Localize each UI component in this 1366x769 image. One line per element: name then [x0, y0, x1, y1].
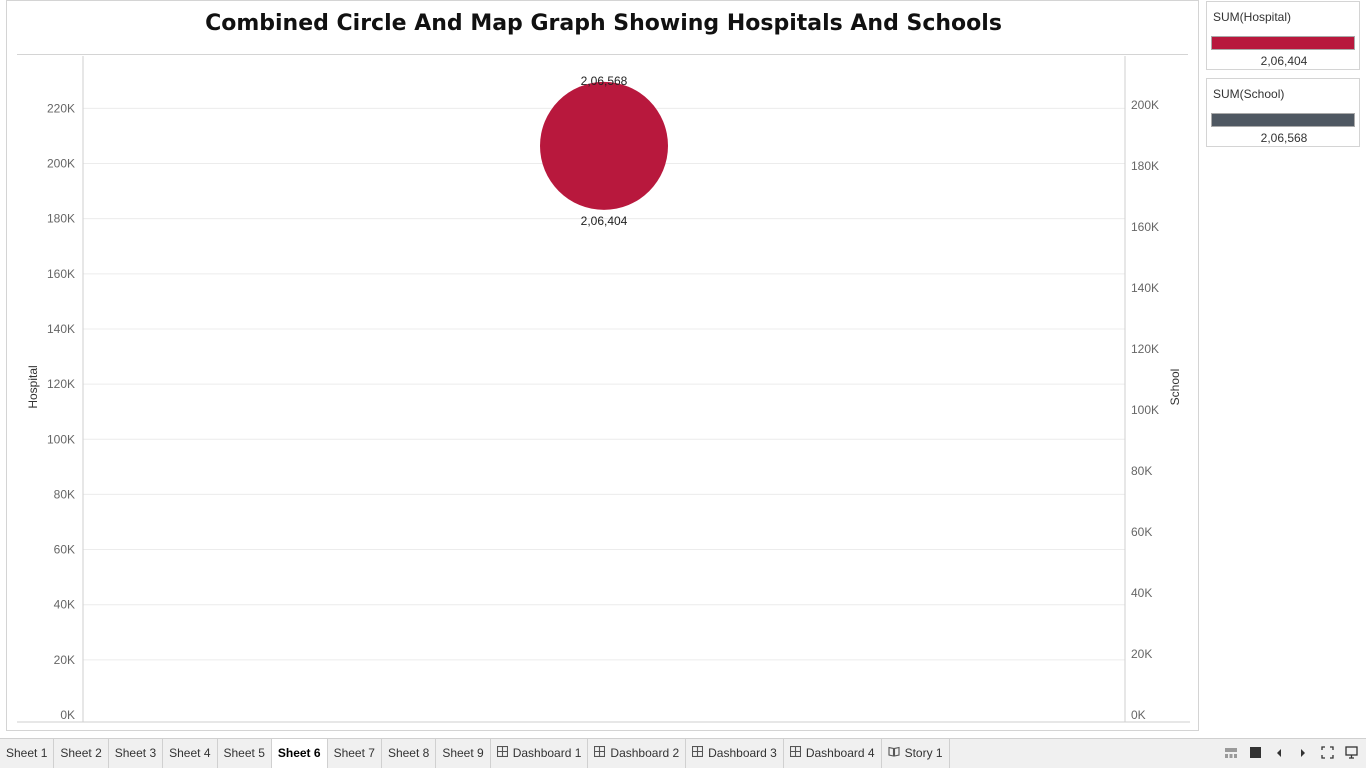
tab-sheet-7[interactable]: Sheet 7 [328, 739, 382, 768]
right-axis-tick-label: 20K [1131, 647, 1152, 661]
show-tabs-icon[interactable] [1248, 747, 1262, 761]
left-axis-tick-label: 160K [47, 267, 75, 281]
tab-label: Sheet 6 [277, 746, 321, 760]
tab-label: Sheet 2 [60, 746, 102, 760]
tab-dashboard-4[interactable]: Dashboard 4 [784, 739, 882, 768]
tab-sheet-9[interactable]: Sheet 9 [436, 739, 491, 768]
chart-title: Combined Circle And Map Graph Showing Ho… [205, 11, 1002, 36]
show-filmstrip-icon[interactable] [1224, 747, 1238, 761]
tab-label: Dashboard 2 [610, 746, 680, 760]
dashboard-icon [594, 739, 606, 768]
tab-label: Sheet 1 [6, 746, 48, 760]
data-label-hospital: 2,06,404 [581, 214, 628, 228]
tab-label: Story 1 [904, 746, 943, 760]
left-axis-tick-label: 220K [47, 101, 75, 115]
left-axis-tick-label: 140K [47, 322, 75, 336]
left-axis-tick-label: 40K [54, 598, 75, 612]
legend-color-swatch [1211, 36, 1355, 50]
right-axis-tick-label: 0K [1131, 708, 1146, 722]
left-axis-tick-label: 20K [54, 653, 75, 667]
tab-sheet-8[interactable]: Sheet 8 [382, 739, 437, 768]
right-axis-tick-label: 80K [1131, 464, 1152, 478]
tab-sheet-1[interactable]: Sheet 1 [0, 739, 55, 768]
tab-dashboard-1[interactable]: Dashboard 1 [491, 739, 589, 768]
previous-sheet-icon[interactable] [1272, 747, 1286, 761]
tab-controls [1224, 739, 1358, 769]
left-axis-tick-label: 80K [54, 487, 75, 501]
tab-sheet-5[interactable]: Sheet 5 [218, 739, 272, 768]
sheet-tabs: Sheet 1 Sheet 2 Sheet 3 Sheet 4 Sheet 5 Sheet… [0, 739, 950, 769]
tab-label: Sheet 5 [223, 746, 265, 760]
left-axis-tick-label: 180K [47, 212, 75, 226]
tab-label: Sheet 7 [333, 746, 375, 760]
legend-title: SUM(School) [1213, 87, 1285, 101]
sheet-tab-bar: Sheet 1 Sheet 2 Sheet 3 Sheet 4 Sheet 5 Sheet… [0, 738, 1366, 768]
right-axis-tick-label: 40K [1131, 586, 1152, 600]
left-axis-tick-label: 120K [47, 377, 75, 391]
legend-hospital[interactable]: SUM(Hospital) 2,06,404 [1206, 1, 1360, 70]
fullscreen-icon[interactable] [1320, 746, 1334, 762]
next-sheet-icon[interactable] [1296, 747, 1310, 761]
tab-label: Sheet 9 [442, 746, 484, 760]
tab-sheet-4[interactable]: Sheet 4 [163, 739, 218, 768]
right-axis-tick-label: 200K [1131, 98, 1159, 112]
right-axis-tick-label: 160K [1131, 220, 1159, 234]
tab-story-1[interactable]: Story 1 [882, 739, 950, 768]
tab-label: Sheet 8 [387, 746, 430, 760]
right-axis-tick-label: 60K [1131, 525, 1152, 539]
right-axis-tick-label: 120K [1131, 342, 1159, 356]
right-axis-tick-label: 140K [1131, 281, 1159, 295]
left-axis-tick-label: 100K [47, 432, 75, 446]
right-axis-tick-label: 100K [1131, 403, 1159, 417]
tab-dashboard-3[interactable]: Dashboard 3 [686, 739, 784, 768]
title-divider [17, 54, 1188, 55]
left-axis-tick-label: 200K [47, 157, 75, 171]
tab-label: Dashboard 4 [805, 746, 875, 760]
left-axis-tick-label: 0K [60, 708, 75, 722]
left-axis-title: Hospital [26, 365, 40, 408]
legend-title: SUM(Hospital) [1213, 10, 1292, 24]
dashboard-icon [692, 739, 704, 768]
right-axis-tick-label: 180K [1131, 159, 1159, 173]
legend-school[interactable]: SUM(School) 2,06,568 [1206, 78, 1360, 147]
tab-sheet-2[interactable]: Sheet 2 [54, 739, 109, 768]
story-icon [888, 739, 900, 768]
legend-value: 2,06,568 [1260, 131, 1308, 145]
right-axis-title: School [1168, 369, 1182, 406]
tab-sheet-6[interactable]: Sheet 6 [271, 739, 328, 768]
data-label-school: 2,06,568 [581, 74, 628, 88]
dashboard-icon [789, 739, 801, 768]
legend-value: 2,06,404 [1260, 54, 1308, 68]
chart-canvas: 0K 20K 40K 60K 80K 100K 120K 140K 160K 180K 200K 22… [17, 56, 1190, 723]
tab-label: Dashboard 3 [708, 746, 777, 760]
tab-dashboard-2[interactable]: Dashboard 2 [588, 739, 687, 768]
tab-label: Dashboard 1 [512, 746, 582, 760]
tab-label: Sheet 3 [114, 746, 157, 760]
legend-color-swatch [1211, 113, 1355, 127]
left-axis-tick-label: 60K [54, 543, 75, 557]
tab-label: Sheet 4 [169, 746, 211, 760]
dashboard-icon [496, 739, 508, 768]
tab-sheet-3[interactable]: Sheet 3 [109, 739, 164, 768]
data-point-hospital [540, 81, 668, 210]
presentation-mode-icon[interactable] [1344, 746, 1358, 762]
viz-area: Combined Circle And Map Graph Showing Ho… [6, 0, 1199, 731]
